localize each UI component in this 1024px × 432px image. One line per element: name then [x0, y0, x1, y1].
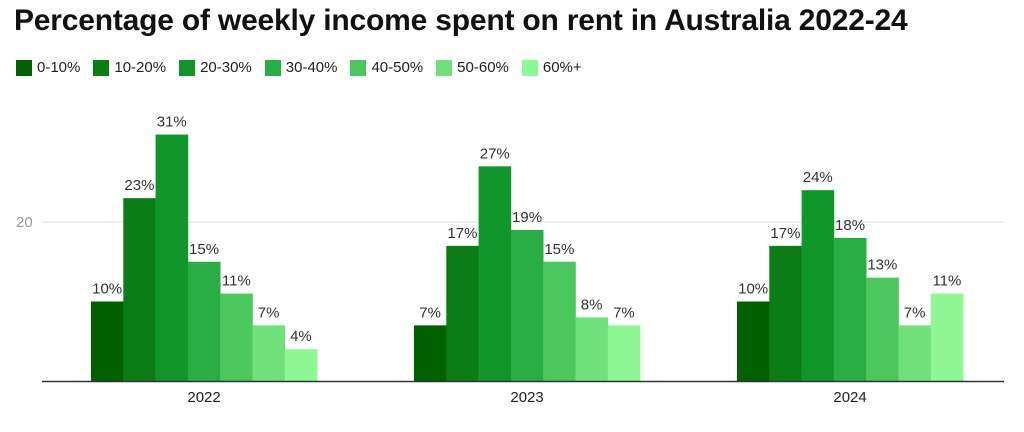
- x-tick-label: 2023: [510, 389, 543, 406]
- bar: [575, 317, 609, 381]
- bar: [801, 190, 835, 381]
- data-label: 8%: [581, 296, 603, 313]
- legend-swatch: [179, 59, 196, 76]
- data-label: 7%: [904, 304, 926, 321]
- legend-item: 60%+: [521, 59, 582, 76]
- data-label: 23%: [124, 177, 154, 194]
- bar: [478, 166, 512, 381]
- data-label: 15%: [189, 241, 219, 258]
- legend-label: 60%+: [542, 59, 582, 76]
- data-label: 11%: [932, 273, 961, 290]
- data-label: 17%: [770, 225, 800, 242]
- legend-swatch: [16, 59, 32, 76]
- legend-label: 30-40%: [285, 59, 338, 76]
- y-tick-label: 20: [16, 214, 33, 231]
- legend-label: 50-60%: [457, 59, 509, 76]
- legend-label: 40-50%: [371, 59, 424, 76]
- bar: [543, 261, 576, 381]
- data-label: 27%: [480, 145, 510, 162]
- legend-swatch: [93, 59, 110, 76]
- legend-label: 10-20%: [114, 59, 167, 76]
- legend-item: 0-10%: [16, 59, 80, 76]
- legend-swatch: [436, 59, 453, 76]
- data-label: 24%: [803, 169, 833, 186]
- x-tick-label: 2022: [187, 389, 220, 406]
- bar: [155, 134, 189, 381]
- data-label: 10%: [92, 281, 122, 298]
- data-label: 15%: [544, 241, 574, 258]
- bar: [446, 245, 479, 381]
- bar: [414, 325, 447, 381]
- data-label: 7%: [613, 304, 635, 321]
- data-label: 13%: [867, 257, 897, 274]
- bar: [123, 198, 156, 381]
- legend-label: 20-30%: [200, 59, 252, 76]
- data-label: 11%: [222, 273, 251, 290]
- legend-item: 20-30%: [179, 59, 252, 76]
- legend: 0-10% 10-20% 20-30% 30-40% 40-50% 50-60% 60%+: [16, 59, 595, 76]
- legend-swatch: [264, 59, 281, 76]
- bar: [91, 301, 124, 381]
- bar: [930, 293, 964, 381]
- bar: [220, 293, 253, 381]
- bar: [769, 245, 802, 381]
- data-label: 19%: [512, 209, 542, 226]
- chart-title: Percentage of weekly income spent on ren…: [14, 4, 908, 37]
- data-label: 31%: [157, 114, 187, 131]
- x-tick-label: 2024: [833, 389, 866, 406]
- data-label: 10%: [738, 281, 768, 298]
- bar: [252, 325, 286, 381]
- data-label: 7%: [419, 304, 441, 321]
- bar: [607, 325, 641, 381]
- legend-swatch: [350, 59, 367, 76]
- legend-item: 40-50%: [350, 59, 423, 76]
- data-label: 4%: [290, 328, 312, 345]
- data-label: 7%: [258, 304, 280, 321]
- legend-item: 50-60%: [436, 59, 509, 76]
- legend-item: 10-20%: [93, 59, 166, 76]
- data-label: 17%: [447, 225, 477, 242]
- legend-label: 0-10%: [37, 59, 81, 76]
- legend-item: 30-40%: [264, 59, 338, 76]
- bar: [898, 325, 932, 381]
- bar: [833, 237, 867, 381]
- bar: [284, 349, 318, 381]
- bar: [187, 261, 221, 381]
- data-label: 18%: [835, 217, 865, 234]
- bar: [737, 301, 770, 381]
- bar: [866, 277, 899, 381]
- legend-swatch: [521, 59, 538, 76]
- bar: [510, 229, 544, 381]
